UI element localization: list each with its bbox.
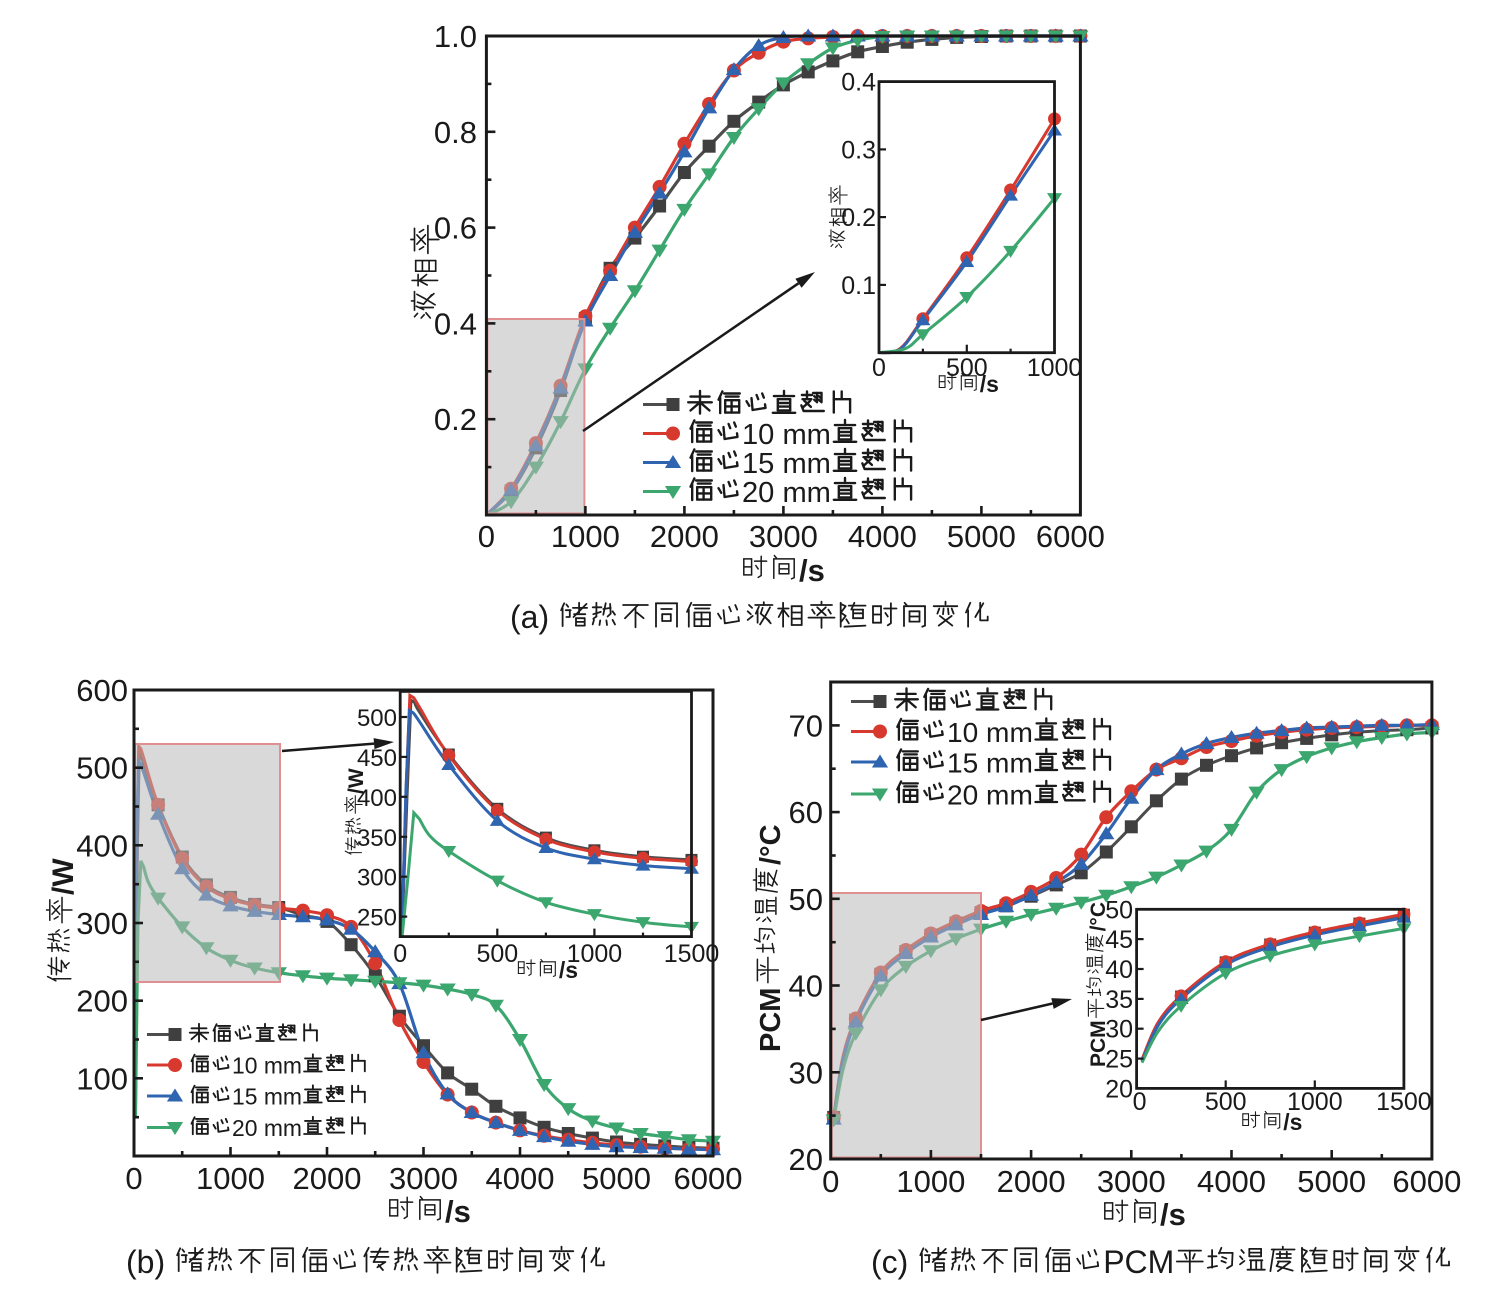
svg-text:10 mm: 10 mm [947, 717, 1033, 748]
svg-text:300: 300 [76, 906, 128, 941]
svg-text:4000: 4000 [848, 519, 917, 554]
svg-text:15 mm: 15 mm [947, 747, 1033, 778]
svg-text:500: 500 [357, 705, 397, 732]
svg-text:/s: /s [1283, 1109, 1302, 1135]
svg-text:1.0: 1.0 [434, 19, 477, 54]
svg-text:0: 0 [1133, 1088, 1147, 1116]
svg-text:200: 200 [76, 984, 128, 1019]
svg-text:20 mm: 20 mm [232, 1115, 302, 1141]
svg-text:250: 250 [357, 905, 397, 932]
svg-text:(c): (c) [871, 1244, 908, 1280]
svg-text:/s: /s [799, 553, 825, 588]
svg-text:5000: 5000 [582, 1161, 651, 1196]
svg-text:/°C: /°C [755, 824, 787, 865]
svg-text:0: 0 [822, 1164, 839, 1199]
svg-text:(b): (b) [126, 1244, 165, 1280]
svg-text:0: 0 [872, 354, 886, 382]
svg-text:1000: 1000 [1027, 354, 1083, 382]
svg-text:30: 30 [789, 1055, 823, 1090]
svg-text:350: 350 [357, 825, 397, 852]
svg-text:30: 30 [1105, 1016, 1133, 1044]
svg-text:PCM: PCM [1087, 1020, 1110, 1067]
svg-text:15 mm: 15 mm [742, 448, 831, 480]
svg-text:2000: 2000 [997, 1164, 1066, 1199]
svg-text:6000: 6000 [674, 1161, 743, 1196]
svg-text:4000: 4000 [486, 1161, 555, 1196]
svg-text:0.6: 0.6 [434, 211, 477, 246]
svg-text:1500: 1500 [1376, 1088, 1432, 1116]
svg-text:2000: 2000 [293, 1161, 362, 1196]
svg-text:4000: 4000 [1197, 1164, 1266, 1199]
svg-text:1000: 1000 [1287, 1088, 1343, 1116]
svg-text:/W: /W [345, 768, 368, 794]
svg-text:400: 400 [76, 828, 128, 863]
svg-text:3000: 3000 [1097, 1164, 1166, 1199]
svg-text:/s: /s [980, 371, 999, 397]
svg-text:300: 300 [357, 865, 397, 892]
svg-text:1000: 1000 [551, 519, 620, 554]
svg-text:3000: 3000 [749, 519, 818, 554]
svg-text:500: 500 [76, 751, 128, 786]
svg-text:50: 50 [1105, 896, 1133, 924]
svg-text:/°C: /°C [1087, 902, 1110, 931]
svg-text:450: 450 [357, 745, 397, 772]
svg-text:(a): (a) [510, 599, 549, 635]
svg-text:45: 45 [1105, 926, 1133, 954]
svg-text:0: 0 [478, 519, 495, 554]
svg-text:0.1: 0.1 [841, 272, 876, 300]
svg-text:70: 70 [789, 708, 823, 743]
svg-text:10 mm: 10 mm [232, 1052, 302, 1078]
svg-text:5000: 5000 [947, 519, 1016, 554]
svg-text:20: 20 [1105, 1075, 1133, 1103]
svg-text:1000: 1000 [896, 1164, 965, 1199]
svg-text:6000: 6000 [1036, 519, 1105, 554]
svg-text:PCM: PCM [755, 988, 787, 1052]
svg-text:35: 35 [1105, 986, 1133, 1014]
svg-text:/W: /W [47, 858, 80, 895]
svg-text:20 mm: 20 mm [742, 477, 831, 509]
svg-text:1000: 1000 [567, 940, 623, 968]
svg-text:20: 20 [789, 1142, 823, 1177]
svg-text:0: 0 [393, 940, 407, 968]
svg-text:1000: 1000 [196, 1161, 265, 1196]
svg-text:/s: /s [559, 957, 578, 983]
svg-text:2000: 2000 [650, 519, 719, 554]
svg-text:0.4: 0.4 [434, 306, 477, 341]
svg-text:PCM: PCM [1103, 1244, 1174, 1280]
svg-text:40: 40 [1105, 956, 1133, 984]
svg-text:25: 25 [1105, 1046, 1133, 1074]
svg-text:15 mm: 15 mm [232, 1083, 302, 1109]
svg-text:/s: /s [1160, 1197, 1186, 1232]
svg-text:20 mm: 20 mm [947, 779, 1033, 810]
svg-text:0: 0 [125, 1161, 142, 1196]
svg-text:5000: 5000 [1297, 1164, 1366, 1199]
svg-text:0.4: 0.4 [841, 69, 876, 97]
svg-text:0.8: 0.8 [434, 115, 477, 150]
svg-text:400: 400 [357, 785, 397, 812]
svg-text:60: 60 [789, 795, 823, 830]
svg-text:10 mm: 10 mm [742, 419, 831, 451]
svg-text:6000: 6000 [1392, 1164, 1461, 1199]
svg-text:0.2: 0.2 [841, 204, 876, 232]
svg-text:600: 600 [76, 673, 128, 708]
svg-text:500: 500 [476, 940, 518, 968]
svg-text:50: 50 [789, 882, 823, 917]
svg-text:0.2: 0.2 [434, 402, 477, 437]
svg-text:1500: 1500 [664, 940, 720, 968]
svg-text:500: 500 [1205, 1088, 1247, 1116]
svg-text:3000: 3000 [389, 1161, 458, 1196]
svg-text:/s: /s [445, 1194, 471, 1229]
svg-text:0.3: 0.3 [841, 136, 876, 164]
svg-text:40: 40 [789, 969, 823, 1004]
svg-text:100: 100 [76, 1061, 128, 1096]
